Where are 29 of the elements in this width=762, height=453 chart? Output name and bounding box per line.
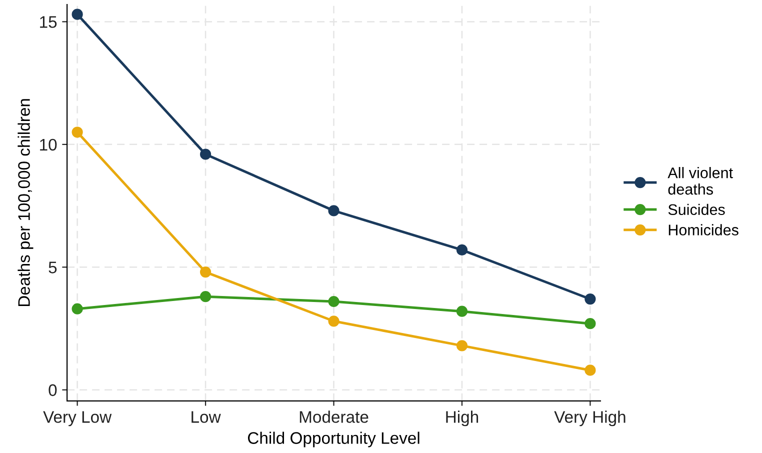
x-tick-label: High [446,410,478,426]
y-axis-title: Deaths per 100,000 children [18,99,34,306]
x-tick-label: Very High [554,410,626,426]
point [200,148,212,160]
point [584,293,596,305]
point [72,8,83,20]
point [584,318,596,330]
x-tick-label: Very Low [43,411,112,426]
x-tick-label: Low [192,411,221,423]
x-tick-label: Moderate [300,410,368,423]
point [72,303,83,314]
point [584,364,596,376]
legend-label: All violent deaths [668,167,733,195]
legend-label: Homicides [668,224,738,236]
y-tick-label: 15 [40,16,57,28]
point [456,244,468,256]
y-tick-label: 0 [48,384,57,396]
y-tick-label: 10 [40,138,57,151]
point [200,266,212,278]
y-tick-label: 5 [48,262,57,274]
point [328,316,340,327]
point [328,205,340,216]
legend-label: Suicides [668,204,725,216]
point [72,126,83,138]
point [328,296,340,308]
point [456,306,468,317]
x-axis-title: Child Opportunity Level [248,432,420,448]
point [456,340,468,352]
point [200,291,212,302]
